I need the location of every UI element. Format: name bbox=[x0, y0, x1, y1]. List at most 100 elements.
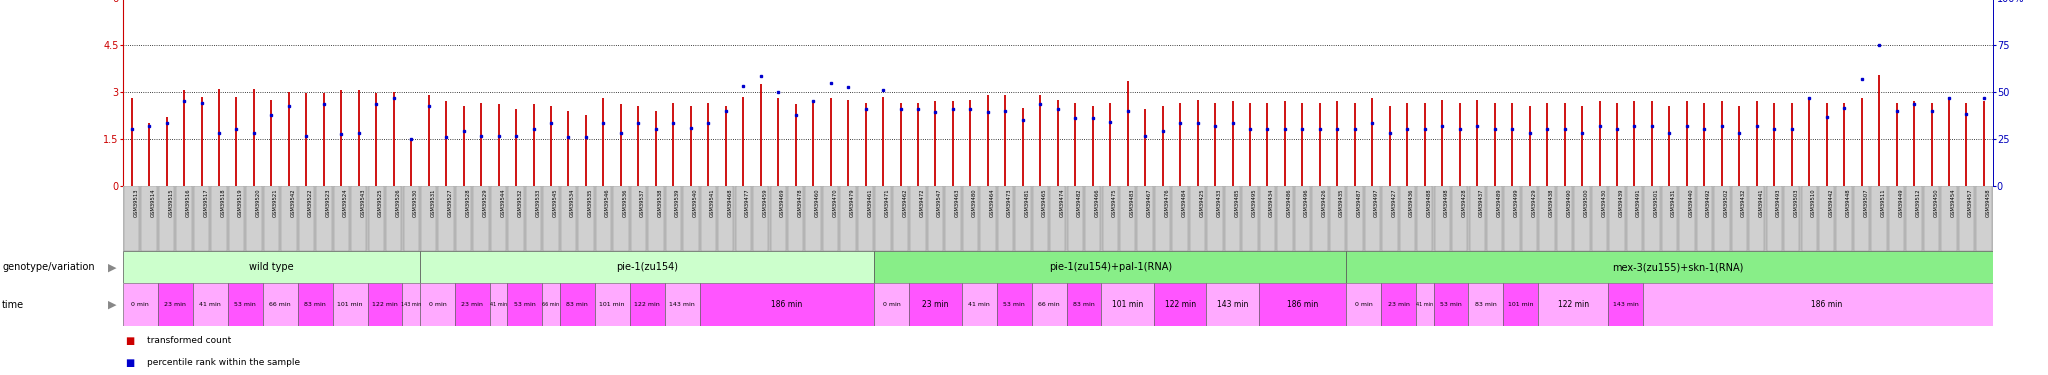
Text: 186 min: 186 min bbox=[1810, 300, 1843, 309]
Bar bbox=[1032, 283, 1067, 326]
Text: GSM39448: GSM39448 bbox=[1845, 188, 1851, 217]
Text: 53 min: 53 min bbox=[1004, 302, 1024, 307]
Text: 122 min: 122 min bbox=[373, 302, 397, 307]
Text: GSM39430: GSM39430 bbox=[1602, 188, 1606, 217]
Bar bbox=[455, 283, 489, 326]
Text: GSM39492: GSM39492 bbox=[1706, 188, 1712, 217]
Text: GSM39460: GSM39460 bbox=[815, 188, 819, 217]
Text: percentile rank within the sample: percentile rank within the sample bbox=[147, 358, 301, 368]
Text: 41 min: 41 min bbox=[489, 302, 508, 307]
Bar bbox=[735, 186, 752, 251]
Text: GSM39465: GSM39465 bbox=[1042, 188, 1047, 217]
Text: GSM39532: GSM39532 bbox=[518, 188, 522, 217]
Text: GSM39507: GSM39507 bbox=[1864, 188, 1868, 217]
Bar bbox=[350, 186, 367, 251]
Bar bbox=[981, 186, 995, 251]
Bar bbox=[125, 186, 139, 251]
Text: GSM39487: GSM39487 bbox=[1356, 188, 1362, 217]
Text: 41 min: 41 min bbox=[199, 302, 221, 307]
Bar bbox=[1153, 283, 1206, 326]
Bar bbox=[909, 283, 963, 326]
Bar bbox=[1784, 186, 1800, 251]
Bar bbox=[578, 186, 594, 251]
Text: 0 min: 0 min bbox=[883, 302, 901, 307]
Text: GSM39442: GSM39442 bbox=[1829, 188, 1833, 217]
Text: GSM39473: GSM39473 bbox=[1008, 188, 1012, 217]
Bar bbox=[1434, 186, 1450, 251]
Text: GSM39528: GSM39528 bbox=[465, 188, 471, 217]
Bar bbox=[387, 186, 401, 251]
Text: GSM39425: GSM39425 bbox=[1200, 188, 1204, 217]
Bar bbox=[1346, 251, 2011, 283]
Bar bbox=[297, 283, 332, 326]
Bar bbox=[1645, 186, 1659, 251]
Text: GSM39533: GSM39533 bbox=[535, 188, 541, 217]
Bar bbox=[788, 186, 803, 251]
Bar bbox=[874, 251, 1346, 283]
Text: 41 min: 41 min bbox=[969, 302, 989, 307]
Bar bbox=[909, 186, 926, 251]
Bar bbox=[1733, 186, 1747, 251]
Text: 101 min: 101 min bbox=[1112, 300, 1143, 309]
Bar bbox=[1626, 186, 1642, 251]
Bar bbox=[438, 186, 455, 251]
Text: GSM39440: GSM39440 bbox=[1690, 188, 1694, 217]
Bar bbox=[1171, 186, 1188, 251]
Text: GSM39541: GSM39541 bbox=[711, 188, 715, 217]
Text: ■: ■ bbox=[125, 358, 135, 368]
Bar bbox=[422, 186, 436, 251]
Bar bbox=[1505, 186, 1520, 251]
Text: 101 min: 101 min bbox=[600, 302, 625, 307]
Text: GSM39482: GSM39482 bbox=[1077, 188, 1081, 217]
Bar bbox=[1888, 186, 1905, 251]
Text: GSM39462: GSM39462 bbox=[903, 188, 907, 217]
Bar bbox=[1942, 186, 1956, 251]
Bar bbox=[1556, 186, 1573, 251]
Bar bbox=[858, 186, 872, 251]
Bar bbox=[1749, 186, 1765, 251]
Text: GSM39434: GSM39434 bbox=[1270, 188, 1274, 217]
Text: GSM39522: GSM39522 bbox=[307, 188, 313, 217]
Text: GSM39545: GSM39545 bbox=[553, 188, 557, 217]
Text: ▶: ▶ bbox=[109, 300, 117, 310]
Bar bbox=[1837, 186, 1851, 251]
Text: GSM39474: GSM39474 bbox=[1059, 188, 1065, 217]
Bar bbox=[1120, 186, 1135, 251]
Bar bbox=[1260, 283, 1346, 326]
Text: GSM39476: GSM39476 bbox=[1165, 188, 1169, 217]
Text: GSM39489: GSM39489 bbox=[1497, 188, 1501, 217]
Bar bbox=[543, 283, 559, 326]
Text: GSM39495: GSM39495 bbox=[1251, 188, 1257, 217]
Text: GSM39527: GSM39527 bbox=[449, 188, 453, 217]
Bar bbox=[1085, 186, 1100, 251]
Bar bbox=[1294, 186, 1311, 251]
Text: GSM39547: GSM39547 bbox=[938, 188, 942, 217]
Text: GSM39535: GSM39535 bbox=[588, 188, 592, 217]
Text: 0 min: 0 min bbox=[428, 302, 446, 307]
Text: GSM39463: GSM39463 bbox=[954, 188, 961, 217]
Text: wild type: wild type bbox=[250, 262, 293, 272]
Text: GSM39429: GSM39429 bbox=[1532, 188, 1536, 217]
Text: 53 min: 53 min bbox=[1440, 302, 1462, 307]
Text: GSM39461: GSM39461 bbox=[866, 188, 872, 217]
Bar bbox=[1923, 186, 1939, 251]
Bar bbox=[1470, 186, 1485, 251]
Text: GSM39457: GSM39457 bbox=[1968, 188, 1972, 217]
Text: GSM39523: GSM39523 bbox=[326, 188, 330, 217]
Bar bbox=[1853, 186, 1870, 251]
Bar bbox=[1468, 283, 1503, 326]
Text: GSM39502: GSM39502 bbox=[1724, 188, 1729, 217]
Text: GSM39529: GSM39529 bbox=[483, 188, 487, 217]
Bar bbox=[367, 283, 403, 326]
Bar bbox=[928, 186, 944, 251]
Text: 53 min: 53 min bbox=[514, 302, 537, 307]
Text: 23 min: 23 min bbox=[922, 300, 948, 309]
Bar bbox=[193, 283, 227, 326]
Bar bbox=[561, 186, 575, 251]
Bar bbox=[1346, 283, 1380, 326]
Text: 122 min: 122 min bbox=[1559, 300, 1589, 309]
Bar bbox=[299, 186, 313, 251]
Text: 23 min: 23 min bbox=[461, 302, 483, 307]
Bar bbox=[1714, 186, 1729, 251]
Bar bbox=[754, 186, 768, 251]
